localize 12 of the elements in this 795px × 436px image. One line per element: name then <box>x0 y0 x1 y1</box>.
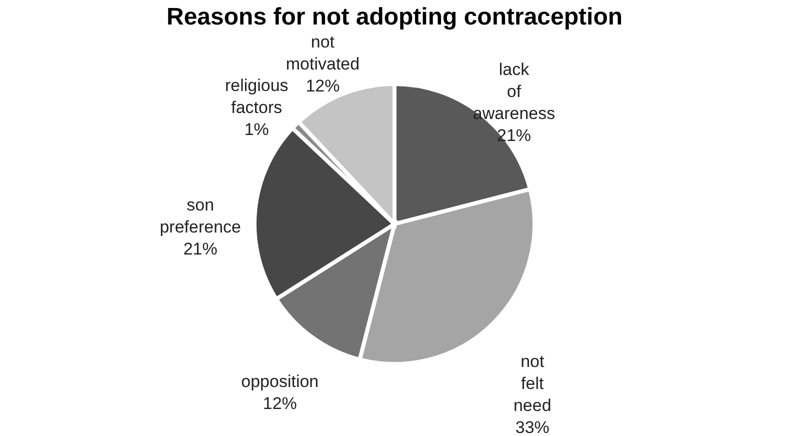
slice-label: not motivated <box>286 32 360 74</box>
slice-label: lack of awareness <box>472 60 556 123</box>
data-label: 12% <box>306 76 340 96</box>
slice-label: opposition <box>241 372 319 391</box>
data-label: 1% <box>244 120 269 140</box>
slice-label: not felt need <box>513 352 552 415</box>
data-label: 21% <box>183 240 218 259</box>
chart-title: Reasons for not adopting contraception <box>166 4 623 31</box>
data-label: 33% <box>515 418 550 436</box>
data-label: 12% <box>262 394 297 413</box>
slice-label: son preference <box>160 196 242 237</box>
slice-label: religious factors <box>224 76 288 118</box>
